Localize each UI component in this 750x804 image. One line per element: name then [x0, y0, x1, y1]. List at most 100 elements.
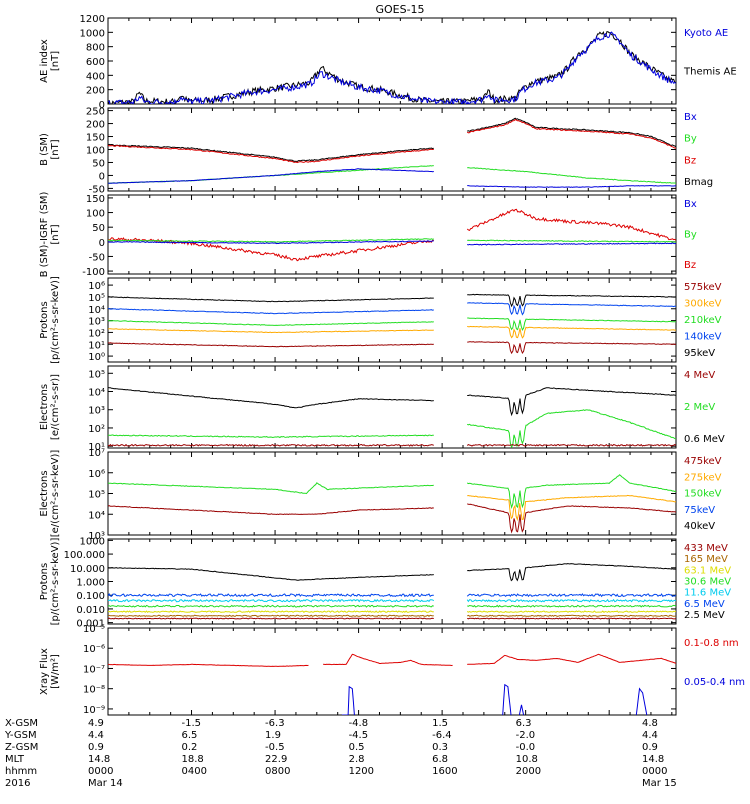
series-group — [108, 563, 676, 620]
y-axis-label: [nT] — [50, 51, 61, 71]
panel-frame — [107, 451, 677, 536]
y-axis-label: [W/m²] — [50, 654, 61, 689]
series-line-midblue — [108, 593, 434, 598]
series-line-green — [108, 434, 434, 439]
y-tick-label: 150 — [86, 194, 105, 205]
series-line-red — [467, 653, 676, 665]
legend-entry: 575keV — [684, 282, 722, 293]
legend-entry: 210keV — [684, 315, 722, 326]
legend-entry: 30.6 MeV — [684, 577, 731, 588]
y-tick-label: 10³ — [88, 317, 105, 328]
series-line-black — [467, 117, 676, 148]
legend-entry: By — [684, 230, 697, 241]
y-tick-label: 0 — [99, 238, 105, 249]
y-tick-label: 0.010 — [76, 605, 105, 616]
y-tick-label: 10⁵ — [88, 293, 105, 304]
footer-value: 0.2 — [182, 742, 198, 753]
footer-value: 0.9 — [642, 742, 658, 753]
y-tick-label: 400 — [86, 71, 105, 82]
footer-value: Mar 15 — [642, 778, 677, 789]
footer-value: 14.8 — [642, 754, 664, 765]
footer-row-label: X-GSM — [5, 718, 38, 729]
y-axis-label: [e/(cm²-s-sr-keV)] — [50, 450, 61, 538]
y-tick-label: 0 — [99, 171, 105, 182]
y-tick-label: 1200 — [80, 14, 105, 25]
y-tick-label: 0.100 — [76, 591, 105, 602]
series-line-yellow — [466, 610, 676, 613]
series-line-orange — [467, 494, 676, 522]
series-line-black — [108, 387, 434, 409]
series-line-green — [108, 604, 434, 608]
series-line-darkred — [466, 443, 676, 447]
series-line-orange — [467, 325, 676, 339]
legend-entry: 0.6 MeV — [684, 434, 725, 445]
footer-value: -6.3 — [265, 718, 285, 729]
series-line-blue — [108, 168, 434, 184]
y-tick-label: 250 — [86, 107, 105, 118]
footer-value: 22.9 — [265, 754, 287, 765]
y-tick-label: 200 — [86, 86, 105, 97]
panel-1: 0 200 400 600 800 1000 1200 AE index [nT] Kyoto A… — [39, 14, 737, 111]
y-tick-label: 1000 — [80, 28, 105, 39]
series-line-black — [108, 143, 434, 163]
footer-value: 1600 — [432, 766, 457, 777]
series-line-brown — [466, 614, 676, 617]
series-line-darkred — [108, 505, 434, 516]
series-line-green — [108, 482, 434, 495]
legend-entry: 165 MeV — [684, 554, 728, 565]
footer-value: 1200 — [349, 766, 374, 777]
panel-frame — [107, 194, 677, 275]
series-line-brown — [108, 614, 434, 617]
series-line-green — [467, 239, 676, 243]
y-tick-label: 150 — [86, 133, 105, 144]
series-line-cyan — [466, 598, 676, 603]
y-axis-label: B (SM) — [39, 133, 50, 166]
footer-value: -2.0 — [516, 730, 536, 741]
legend-entry: 475keV — [684, 456, 722, 467]
y-tick-label: 1.000 — [76, 578, 105, 589]
series-line-yellow — [108, 610, 434, 613]
series-line-midblue — [466, 593, 676, 598]
y-tick-label: 50 — [92, 223, 105, 234]
y-tick-label: 10.000 — [70, 564, 105, 575]
footer-value: 6.3 — [516, 718, 532, 729]
series-line-red — [108, 237, 434, 262]
series-line-blue — [502, 683, 512, 715]
footer-value: 10.8 — [516, 754, 538, 765]
legend-entry: 4 MeV — [684, 370, 715, 381]
series-line-blue — [467, 242, 676, 246]
y-tick-label: 10⁻⁷ — [83, 664, 105, 675]
footer-value: -0.0 — [516, 742, 536, 753]
footer-value: 6.8 — [432, 754, 448, 765]
footer-value: 0.9 — [88, 742, 104, 753]
footer-row-label: Y-GSM — [4, 730, 37, 741]
legend-entry: Bmag — [684, 177, 713, 188]
y-tick-label: 10⁻⁸ — [83, 685, 105, 696]
footer-value: 4.4 — [642, 730, 658, 741]
legend-entry: 63.1 MeV — [684, 565, 731, 576]
y-tick-label: 100 — [86, 209, 105, 220]
y-tick-label: -50 — [89, 252, 105, 263]
y-tick-label: 10⁷ — [88, 448, 105, 459]
panel-frame — [107, 277, 677, 363]
series-line-green — [108, 238, 434, 243]
y-axis-label: Electrons — [39, 470, 50, 516]
legend-entry: Bx — [684, 112, 697, 123]
y-tick-label: 10⁻⁵ — [83, 624, 105, 635]
series-group — [108, 474, 676, 534]
y-tick-label: 10⁴ — [88, 305, 105, 316]
footer-value: 0000 — [88, 766, 113, 777]
series-line-red — [466, 208, 676, 241]
y-tick-label: 0 — [99, 100, 105, 111]
legend-entry: 150keV — [684, 489, 722, 500]
y-tick-label: 10⁵ — [88, 369, 105, 380]
series-line-black — [108, 567, 434, 581]
y-axis-label: [p/(cm²-s-sr-keV)] — [50, 276, 61, 364]
footer-value: 0.5 — [349, 742, 365, 753]
footer-row-label: hhmm — [5, 766, 37, 777]
series-group — [108, 293, 676, 355]
footer-value: -4.5 — [349, 730, 369, 741]
legend-entry: 0.05-0.4 nm — [684, 677, 745, 688]
y-tick-label: 1000 — [80, 536, 105, 547]
